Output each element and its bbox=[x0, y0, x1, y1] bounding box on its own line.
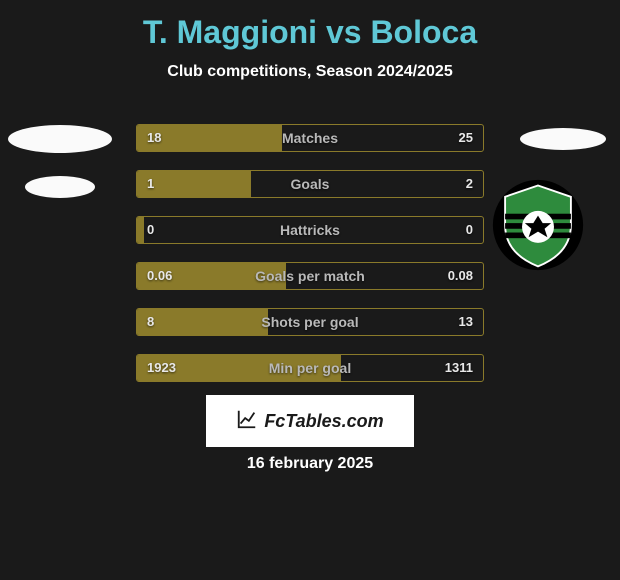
fctables-logo: FcTables.com bbox=[206, 395, 414, 447]
bar-row: 1Goals2 bbox=[136, 170, 484, 198]
bar-row: 1923Min per goal1311 bbox=[136, 354, 484, 382]
bar-label: Goals bbox=[137, 176, 483, 192]
bar-label: Hattricks bbox=[137, 222, 483, 238]
player-left-avatar-2 bbox=[25, 176, 95, 198]
bar-value-right: 1311 bbox=[445, 360, 473, 375]
bar-label: Shots per goal bbox=[137, 314, 483, 330]
bar-label: Min per goal bbox=[137, 360, 483, 376]
logo-text: FcTables.com bbox=[264, 411, 383, 432]
bar-row: 0.06Goals per match0.08 bbox=[136, 262, 484, 290]
bar-row: 0Hattricks0 bbox=[136, 216, 484, 244]
club-crest-right bbox=[491, 178, 585, 272]
bar-label: Matches bbox=[137, 130, 483, 146]
bar-value-right: 0.08 bbox=[448, 268, 473, 283]
bar-value-right: 0 bbox=[466, 222, 473, 237]
subtitle: Club competitions, Season 2024/2025 bbox=[0, 63, 620, 81]
date-text: 16 february 2025 bbox=[0, 455, 620, 473]
chart-icon bbox=[236, 408, 258, 435]
bar-row: 8Shots per goal13 bbox=[136, 308, 484, 336]
bar-value-right: 13 bbox=[459, 314, 473, 329]
player-left-avatar-1 bbox=[8, 125, 112, 153]
player-right-avatar bbox=[520, 128, 606, 150]
bar-label: Goals per match bbox=[137, 268, 483, 284]
comparison-bars: 18Matches25 1Goals2 0Hattricks0 0.06Goals p… bbox=[136, 124, 484, 400]
page-title: T. Maggioni vs Boloca bbox=[0, 0, 620, 51]
bar-value-right: 2 bbox=[466, 176, 473, 191]
bar-value-right: 25 bbox=[459, 130, 473, 145]
bar-row: 18Matches25 bbox=[136, 124, 484, 152]
